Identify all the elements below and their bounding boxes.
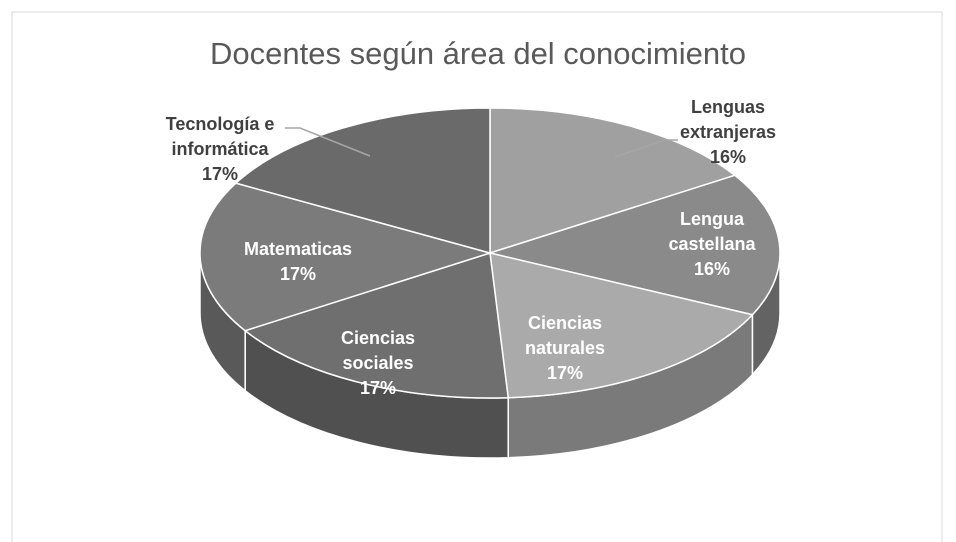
leader-line [285,127,371,157]
pie-slice [234,107,491,254]
category-label: Lengua castellana [668,209,756,254]
data-label: Ciencias naturales 17% [490,311,640,386]
leader-line [614,139,678,158]
category-label: Ciencias naturales [524,313,606,358]
value-label: 17% [359,378,397,398]
data-label: Lengua castellana 16% [637,207,787,282]
chart-title: Docentes según área del conocimiento [210,36,746,71]
value-label: 16% [709,147,747,167]
category-label: Matematicas [243,239,353,259]
data-label: Matematicas 17% [223,237,373,287]
category-label: Ciencias sociales [340,328,416,373]
chart-frame [11,11,943,542]
value-label: 17% [279,264,317,284]
pie-slice [489,107,737,255]
value-label: 16% [693,259,731,279]
data-label: Tecnología e informática 17% [145,112,295,187]
pie-slice [487,174,781,316]
data-label: Lenguas extranjeras 16% [653,95,803,170]
value-label: 17% [201,164,239,184]
pie-slice [489,252,754,399]
category-label: Lenguas extranjeras [679,97,777,142]
category-label: Tecnología e informática [165,114,275,159]
pie-slice [199,182,493,332]
data-label: Ciencias sociales 17% [303,326,453,401]
pie-slice [243,252,510,399]
value-label: 17% [546,363,584,383]
